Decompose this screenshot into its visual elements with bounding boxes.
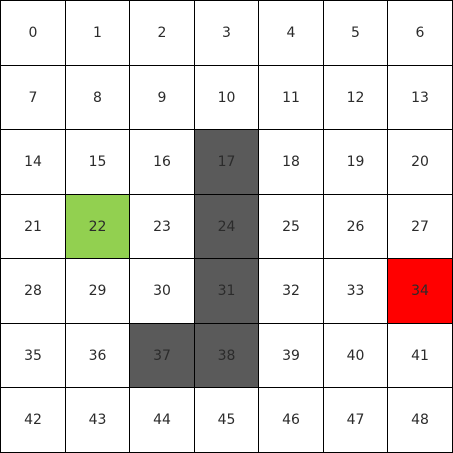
grid-cell[interactable]: 19 [323, 129, 388, 195]
grid-cell[interactable]: 39 [258, 323, 324, 388]
grid-cell[interactable]: 9 [129, 65, 195, 130]
wall-cell[interactable]: 31 [194, 258, 259, 324]
goal-cell[interactable]: 34 [387, 258, 453, 324]
grid-cell[interactable]: 18 [258, 129, 324, 195]
grid-cell[interactable]: 10 [194, 65, 259, 130]
start-cell[interactable]: 22 [65, 194, 130, 259]
grid-cell[interactable]: 0 [0, 0, 66, 66]
grid-cell[interactable]: 41 [387, 323, 453, 388]
grid-cell[interactable]: 32 [258, 258, 324, 324]
grid-cell[interactable]: 6 [387, 0, 453, 66]
grid-cell[interactable]: 3 [194, 0, 259, 66]
wall-cell[interactable]: 17 [194, 129, 259, 195]
grid-cell[interactable]: 12 [323, 65, 388, 130]
grid-cell[interactable]: 44 [129, 387, 195, 453]
grid-cell[interactable]: 16 [129, 129, 195, 195]
grid-cell[interactable]: 15 [65, 129, 130, 195]
grid-cell[interactable]: 11 [258, 65, 324, 130]
grid-cell[interactable]: 21 [0, 194, 66, 259]
grid-cell[interactable]: 20 [387, 129, 453, 195]
grid-cell[interactable]: 36 [65, 323, 130, 388]
grid-cell[interactable]: 8 [65, 65, 130, 130]
wall-cell[interactable]: 38 [194, 323, 259, 388]
grid-cell[interactable]: 1 [65, 0, 130, 66]
grid-cell[interactable]: 2 [129, 0, 195, 66]
grid-cell[interactable]: 30 [129, 258, 195, 324]
grid-cell[interactable]: 35 [0, 323, 66, 388]
grid-cell[interactable]: 45 [194, 387, 259, 453]
grid-cell[interactable]: 42 [0, 387, 66, 453]
grid-cell[interactable]: 13 [387, 65, 453, 130]
grid-cell[interactable]: 46 [258, 387, 324, 453]
wall-cell[interactable]: 37 [129, 323, 195, 388]
grid-cell[interactable]: 26 [323, 194, 388, 259]
grid-cell[interactable]: 29 [65, 258, 130, 324]
grid-cell[interactable]: 40 [323, 323, 388, 388]
grid-cell[interactable]: 33 [323, 258, 388, 324]
grid-cell[interactable]: 27 [387, 194, 453, 259]
grid-cell[interactable]: 28 [0, 258, 66, 324]
wall-cell[interactable]: 24 [194, 194, 259, 259]
grid-cell[interactable]: 43 [65, 387, 130, 453]
grid-cell[interactable]: 48 [387, 387, 453, 453]
grid-cell[interactable]: 14 [0, 129, 66, 195]
grid-cell[interactable]: 23 [129, 194, 195, 259]
grid-cell[interactable]: 7 [0, 65, 66, 130]
grid-cell[interactable]: 4 [258, 0, 324, 66]
grid-cell[interactable]: 47 [323, 387, 388, 453]
grid-cell[interactable]: 25 [258, 194, 324, 259]
grid-cell[interactable]: 5 [323, 0, 388, 66]
